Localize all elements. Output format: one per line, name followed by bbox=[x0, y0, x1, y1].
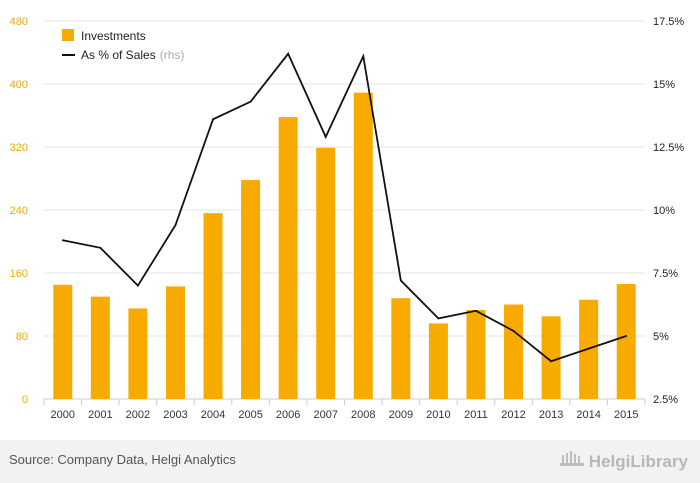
x-tick-label: 2005 bbox=[238, 409, 262, 421]
x-tick-label: 2000 bbox=[51, 409, 75, 421]
line-point-2014 bbox=[587, 347, 590, 350]
line-point-2004 bbox=[212, 118, 214, 121]
bar-2000 bbox=[53, 284, 73, 399]
line-point-2001 bbox=[99, 246, 102, 249]
x-tick-label: 2013 bbox=[539, 409, 563, 421]
legend-investments-swatch bbox=[62, 29, 74, 41]
line-point-2005 bbox=[249, 100, 252, 103]
bar-2001 bbox=[90, 296, 110, 399]
brand-name: HelgiLibrary bbox=[588, 451, 688, 471]
left-tick-label: 400 bbox=[10, 79, 28, 91]
left-axis-ticks: 0 80 160 240 320 400 480 bbox=[10, 16, 28, 406]
bar-2006 bbox=[278, 117, 298, 399]
left-tick-label: 320 bbox=[10, 142, 28, 154]
right-tick-label: 12.5% bbox=[653, 142, 684, 154]
line-point-2011 bbox=[475, 309, 477, 312]
right-tick-label: 17.5% bbox=[653, 16, 684, 28]
chart-svg: 0 80 160 240 320 400 480 2.5% 5% 7.5% 10% 12.5% 15%… bbox=[10, 16, 685, 421]
bar-2008 bbox=[353, 92, 373, 399]
x-tick-label: 2009 bbox=[389, 409, 413, 421]
brand-logo: HelgiLibrary bbox=[559, 449, 688, 474]
sales-share-line bbox=[61, 52, 628, 363]
footer: Source: Company Data, Helgi Analytics He… bbox=[0, 440, 700, 483]
x-tick-label: 2004 bbox=[201, 409, 225, 421]
source-note: Source: Company Data, Helgi Analytics bbox=[9, 452, 236, 467]
bar-2010 bbox=[428, 323, 448, 399]
x-tick-label: 2014 bbox=[576, 409, 600, 421]
x-tick-label: 2001 bbox=[88, 409, 112, 421]
line-point-2013 bbox=[550, 360, 552, 363]
bar-2012 bbox=[504, 304, 524, 399]
line-point-2006 bbox=[287, 52, 290, 55]
x-tick-label: 2006 bbox=[276, 409, 300, 421]
bar-2003 bbox=[165, 286, 185, 399]
x-tick-label: 2010 bbox=[426, 409, 450, 421]
bar-2002 bbox=[128, 308, 148, 399]
bar-2015 bbox=[616, 284, 636, 399]
x-tick-label: 2007 bbox=[313, 409, 337, 421]
line-point-2015 bbox=[625, 335, 628, 337]
sales-share-polyline bbox=[62, 52, 627, 363]
bar-2013 bbox=[541, 316, 561, 399]
right-tick-label: 5% bbox=[653, 331, 669, 343]
right-tick-label: 7.5% bbox=[653, 268, 678, 280]
x-tick-label: 2012 bbox=[501, 409, 525, 421]
right-axis-ticks: 2.5% 5% 7.5% 10% 12.5% 15% 17.5% bbox=[653, 16, 684, 406]
x-tick-label: 2003 bbox=[163, 409, 187, 421]
line-point-2000 bbox=[61, 239, 64, 242]
legend-sales-share-label: As % of Sales (rhs) bbox=[81, 48, 184, 62]
left-tick-label: 240 bbox=[10, 205, 28, 217]
line-point-2002 bbox=[137, 284, 139, 287]
x-axis-ticks: 2000 2001 2002 2003 2004 2005 2006 2007 2008 2009… bbox=[43, 399, 646, 421]
line-point-2009 bbox=[399, 279, 402, 282]
bar-2009 bbox=[391, 298, 411, 399]
x-tick-label: 2011 bbox=[464, 409, 488, 421]
x-tick-label: 2008 bbox=[351, 409, 375, 421]
right-tick-label: 15% bbox=[653, 79, 675, 91]
legend-investments-label: Investments bbox=[81, 29, 146, 43]
line-point-2003 bbox=[174, 224, 177, 227]
left-tick-label: 160 bbox=[10, 268, 28, 280]
left-tick-label: 480 bbox=[10, 16, 28, 28]
right-tick-label: 2.5% bbox=[653, 394, 678, 406]
bar-2005 bbox=[241, 180, 261, 399]
bar-2004 bbox=[203, 213, 223, 399]
line-point-2007 bbox=[324, 136, 327, 138]
x-tick-label: 2002 bbox=[126, 409, 150, 421]
building-icon bbox=[559, 449, 585, 474]
chart: 0 80 160 240 320 400 480 2.5% 5% 7.5% 10% 12.5% 15%… bbox=[10, 16, 685, 421]
bar-2011 bbox=[466, 310, 486, 399]
left-tick-label: 80 bbox=[16, 331, 28, 343]
legend: Investments As % of Sales (rhs) bbox=[62, 29, 184, 62]
bar-2007 bbox=[316, 147, 336, 399]
right-tick-label: 10% bbox=[653, 205, 675, 217]
left-tick-label: 0 bbox=[22, 394, 28, 406]
investments-bars bbox=[53, 92, 636, 399]
line-point-2012 bbox=[512, 330, 515, 332]
line-point-2008 bbox=[362, 55, 365, 58]
x-tick-label: 2015 bbox=[614, 409, 638, 421]
line-point-2010 bbox=[437, 317, 440, 320]
